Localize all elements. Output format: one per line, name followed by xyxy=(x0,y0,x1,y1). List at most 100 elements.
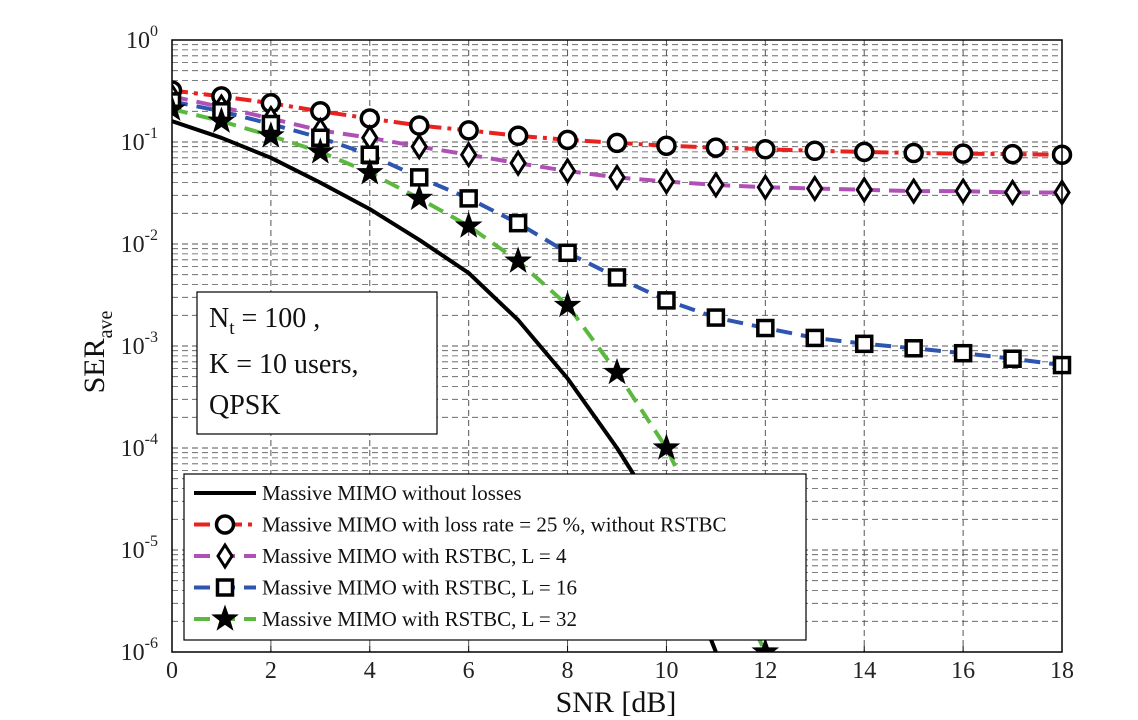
series-3-point xyxy=(1003,178,1022,207)
legend-frame xyxy=(183,473,807,641)
y-tick-label: 10-4 xyxy=(121,431,158,462)
x-axis-title: SNR [dB] xyxy=(556,686,677,719)
x-tick-label: 16 xyxy=(951,658,975,684)
series-5-point xyxy=(553,290,582,318)
series-3-point xyxy=(410,132,429,161)
annotation-line-3: QPSK xyxy=(209,390,281,421)
series-3-point xyxy=(756,173,775,202)
series-2-point xyxy=(903,142,924,164)
series-3-point xyxy=(805,174,824,203)
plot-frame xyxy=(171,39,1063,653)
tick-labels: 0 2 4 6 8 10 12 14 16 1810010-110-210-310-410-510… xyxy=(121,23,1074,684)
y-tick-label: 10-5 xyxy=(121,533,158,564)
series-1 xyxy=(172,119,718,652)
legend-marker-2 xyxy=(214,514,236,535)
series-4-point xyxy=(558,243,577,263)
series-2-point xyxy=(705,137,727,158)
series-5-point xyxy=(306,137,335,164)
series-3-point xyxy=(459,140,478,169)
series-5-point xyxy=(355,158,384,185)
series-2-point xyxy=(557,129,578,151)
series-2-point xyxy=(853,141,875,163)
y-tick-exponent: -6 xyxy=(145,635,158,652)
series-2-point xyxy=(952,143,974,164)
x-tick-label: 18 xyxy=(1050,658,1074,684)
series-3-point xyxy=(608,163,626,192)
y-tick-base: 10 xyxy=(121,436,145,462)
series-5-point xyxy=(504,246,532,273)
y-tick-base: 10 xyxy=(121,538,145,564)
legend-label-1: Massive MIMO without losses xyxy=(262,481,522,505)
series-4-point xyxy=(854,334,874,354)
legend-label-5: Massive MIMO with RSTBC, L = 32 xyxy=(262,607,577,631)
series-5 xyxy=(172,94,780,652)
parameter-annotation: Nt = 100 , K = 10 users, QPSK xyxy=(196,291,438,435)
y-tick-label: 10-6 xyxy=(121,635,158,666)
legend-label-4: Massive MIMO with RSTBC, L = 16 xyxy=(262,576,577,600)
y-tick-exponent: -4 xyxy=(145,431,158,448)
series-3-point xyxy=(360,123,379,152)
series-3-point xyxy=(707,171,725,199)
series-4-point xyxy=(953,343,973,363)
series-3-point xyxy=(558,157,577,185)
series-4-point xyxy=(756,318,775,338)
series-2 xyxy=(172,80,1073,165)
series-4-point xyxy=(706,308,726,327)
legend-items: Massive MIMO without losses Massive MIMO … xyxy=(194,481,727,631)
legend-marker-5 xyxy=(211,604,239,631)
series-4-point xyxy=(904,339,923,358)
legend-marker-4 xyxy=(215,578,235,597)
y-tick-label: 10-2 xyxy=(121,227,158,258)
series-5-point xyxy=(603,357,631,385)
series-4-point xyxy=(657,291,676,310)
series-5-point xyxy=(405,183,434,211)
y-tick-base: 10 xyxy=(121,232,145,258)
annotation-line-2: K = 10 users, xyxy=(209,349,359,380)
series-2-point xyxy=(458,120,479,141)
series-layer xyxy=(172,80,1073,652)
series-5-point xyxy=(652,433,681,460)
series-4-point xyxy=(508,213,528,233)
y-tick-exponent: -1 xyxy=(145,125,158,142)
series-2-point xyxy=(507,125,529,147)
y-tick-base: 10 xyxy=(121,130,145,156)
x-tick-label: 0 xyxy=(166,658,178,684)
series-3-point xyxy=(509,149,527,177)
y-tick-label: 10-3 xyxy=(121,329,158,360)
series-5-point xyxy=(207,106,236,133)
series-2-point xyxy=(408,115,430,136)
series-5-point xyxy=(454,211,483,238)
series-3-point xyxy=(904,177,923,205)
legend-marker-3 xyxy=(216,542,234,570)
y-tick-label: 100 xyxy=(126,23,158,54)
series-4-point xyxy=(805,328,825,348)
x-tick-label: 14 xyxy=(852,658,876,684)
x-tick-label: 2 xyxy=(265,658,277,684)
annotation-nt-main: N xyxy=(209,303,229,334)
y-tick-exponent: -3 xyxy=(145,329,158,346)
annotation-frame xyxy=(196,291,438,435)
series-2-point xyxy=(755,138,776,160)
x-tick-label: 4 xyxy=(364,658,376,684)
series-1-line xyxy=(172,119,718,652)
y-axis-title-main: SER xyxy=(78,338,111,393)
series-3-point xyxy=(855,175,874,204)
series-5-point xyxy=(257,121,285,148)
series-4-point xyxy=(607,268,627,287)
x-tick-label: 10 xyxy=(654,658,678,684)
x-tick-label: 8 xyxy=(562,658,574,684)
annotation-line-1: Nt = 100 , xyxy=(209,303,320,339)
y-axis-title: SERave xyxy=(78,310,117,393)
x-tick-label: 6 xyxy=(463,658,475,684)
series-3-point xyxy=(954,177,972,205)
y-tick-exponent: -5 xyxy=(145,533,158,550)
y-tick-base: 10 xyxy=(126,28,150,54)
series-5-point xyxy=(172,94,186,121)
series-4-point xyxy=(409,168,429,187)
series-4-point xyxy=(172,92,182,111)
y-tick-base: 10 xyxy=(121,640,145,666)
y-tick-exponent: -2 xyxy=(145,227,158,244)
series-4-point xyxy=(459,189,478,208)
series-4-point xyxy=(1003,349,1022,368)
